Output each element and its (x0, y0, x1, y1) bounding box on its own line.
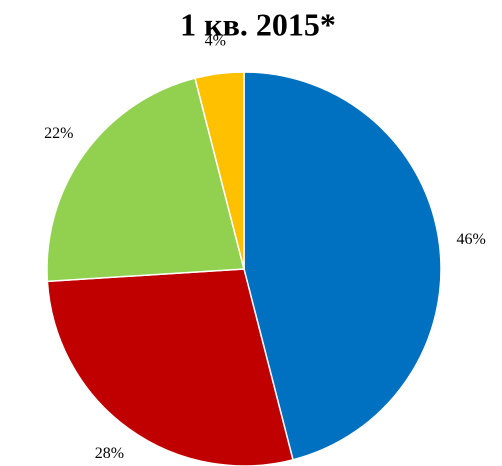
chart-title: 1 кв. 2015* (180, 6, 336, 42)
data-label: 22% (44, 125, 73, 142)
pie-slice (46, 77, 245, 283)
pie-slice (243, 71, 442, 461)
data-label: 4% (205, 32, 226, 49)
data-label: 46% (457, 231, 486, 248)
pie-slice (194, 71, 245, 270)
data-label: 28% (95, 445, 124, 462)
